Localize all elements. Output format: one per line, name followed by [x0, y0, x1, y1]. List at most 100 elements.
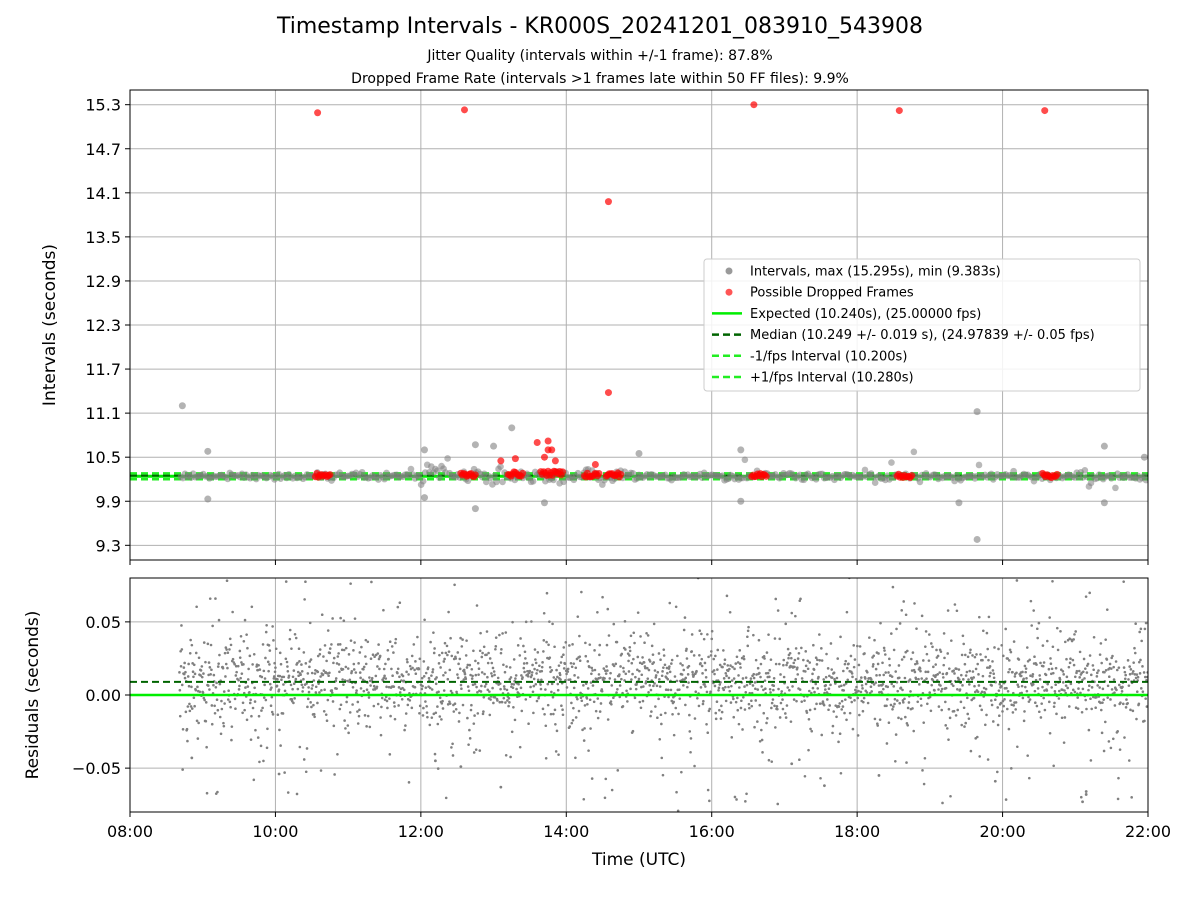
residual-point [407, 673, 410, 676]
residual-point [342, 683, 345, 686]
residual-point [397, 704, 400, 707]
residual-point [518, 654, 522, 657]
residual-point [987, 615, 991, 619]
residual-point [523, 670, 526, 674]
residual-point [580, 699, 584, 703]
residual-point [798, 758, 801, 762]
residual-point [838, 685, 841, 688]
residual-point [527, 722, 530, 726]
residual-point [1139, 627, 1143, 631]
residual-point [950, 639, 953, 642]
residual-point [179, 649, 182, 653]
residual-point [338, 670, 341, 674]
residual-point [341, 678, 344, 681]
residual-point [432, 651, 436, 655]
residual-point [698, 653, 701, 657]
residual-point [1009, 767, 1013, 770]
residual-point [850, 672, 854, 675]
residual-point [788, 651, 792, 655]
residual-point [283, 771, 286, 774]
residual-point [939, 650, 943, 653]
residual-point [462, 678, 466, 681]
residual-point [709, 690, 712, 694]
residual-point [731, 665, 734, 669]
residual-point [714, 654, 717, 658]
residual-point [205, 745, 208, 749]
interval-outlier-point [471, 441, 479, 449]
residual-point [889, 703, 893, 707]
residual-point [504, 753, 508, 757]
residual-point [362, 665, 366, 669]
residual-point [830, 668, 834, 671]
residual-point [725, 674, 728, 678]
residual-point [1087, 688, 1090, 692]
intervals-ytick-label: 14.7 [85, 140, 121, 159]
residual-point [269, 704, 273, 707]
residual-point [706, 731, 710, 734]
residual-point [348, 678, 352, 682]
legend-label: Intervals, max (15.295s), min (9.383s) [750, 265, 1001, 280]
residual-point [877, 652, 880, 655]
residual-point [914, 677, 918, 681]
residual-point [982, 629, 985, 633]
residual-point [633, 696, 637, 700]
residual-point [305, 747, 309, 750]
residual-point [952, 684, 955, 688]
residual-point [738, 649, 742, 652]
residual-point [568, 678, 572, 681]
residual-point [835, 715, 838, 719]
residual-point [508, 677, 512, 681]
residual-point [491, 686, 494, 690]
residual-point [467, 743, 470, 746]
residual-point [971, 670, 975, 673]
residual-point [703, 661, 707, 665]
residual-point [1038, 678, 1042, 681]
residual-point [514, 677, 517, 680]
residual-point [1140, 639, 1143, 643]
residual-point [393, 717, 397, 721]
legend-item: -1/fps Interval (10.200s) [712, 349, 907, 364]
residual-point [531, 690, 535, 694]
residual-point [195, 605, 198, 609]
residual-point [767, 633, 770, 636]
residual-point [308, 621, 312, 625]
residual-point [213, 704, 216, 708]
residual-point [446, 703, 450, 706]
residual-point [364, 655, 367, 658]
dropped-frame-point [617, 470, 625, 478]
residual-point [344, 727, 347, 730]
dropped-frame-point [559, 468, 567, 476]
residual-point [770, 760, 774, 764]
residual-point [415, 554, 418, 557]
residual-point [200, 665, 204, 668]
residual-point [1095, 671, 1099, 675]
residual-point [382, 667, 386, 671]
residual-point [1025, 646, 1029, 649]
residual-point [1013, 675, 1017, 678]
residual-point [706, 633, 709, 636]
residual-point [848, 711, 852, 715]
residual-point [839, 635, 842, 639]
residual-point [810, 691, 813, 695]
residual-point [846, 678, 850, 682]
residual-point [336, 655, 340, 658]
residual-point [352, 649, 355, 652]
residual-point [639, 635, 642, 638]
residual-point [476, 690, 479, 694]
residual-point [990, 684, 994, 687]
residual-point [892, 685, 896, 688]
residual-point [328, 651, 332, 655]
residual-point [853, 658, 857, 661]
residual-point [565, 686, 569, 689]
residual-point [851, 727, 855, 731]
residual-point [796, 666, 799, 669]
dropped-frame-point [551, 457, 559, 465]
residual-point [671, 713, 674, 716]
residual-point [1015, 745, 1019, 749]
residual-point [947, 738, 950, 741]
residual-point [644, 666, 647, 670]
residual-point [759, 675, 762, 679]
residual-point [540, 665, 544, 669]
residual-point [1088, 591, 1091, 595]
residual-point [380, 696, 384, 700]
